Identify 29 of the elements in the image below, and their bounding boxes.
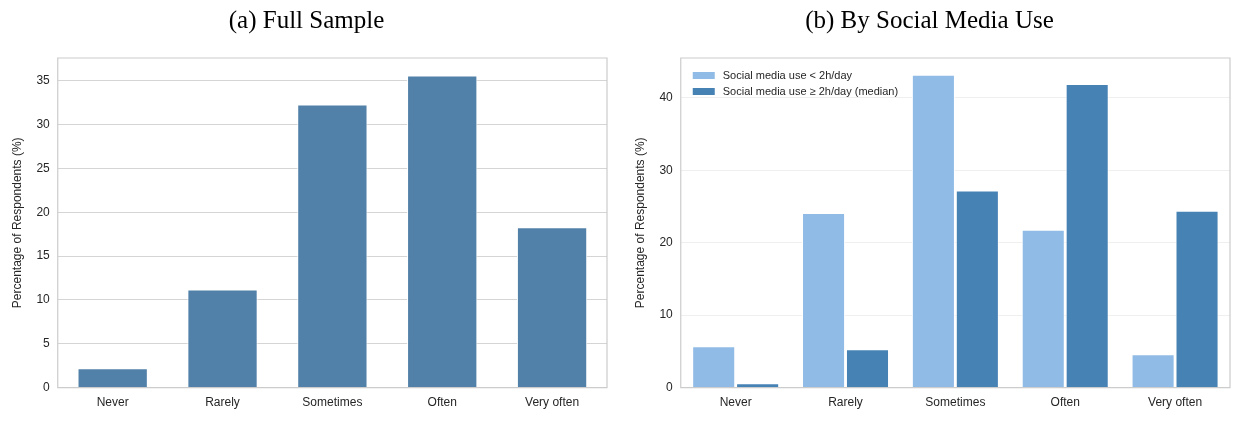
x-tick-label: Often [427, 395, 457, 410]
y-tick-label: 10 [659, 307, 674, 322]
y-tick-label: 35 [36, 73, 51, 88]
y-tick-label: 0 [43, 379, 51, 394]
x-tick-label: Rarely [828, 395, 863, 410]
y-tick-label: 30 [659, 162, 674, 177]
y-tick-label: 15 [36, 248, 51, 263]
y-tick-label: 25 [36, 160, 51, 175]
x-tick-label: Very often [525, 395, 580, 410]
x-tick-label: Never [96, 395, 129, 410]
y-tick-label: 5 [43, 336, 51, 351]
y-axis-title: Percentage of Respondents (%) [632, 137, 647, 309]
y-tick-label: 30 [36, 116, 51, 131]
x-tick-label: Very often [1148, 395, 1203, 410]
legend-label: Social media use ≥ 2h/day (median) [722, 84, 899, 97]
x-tick-label: Never [719, 395, 752, 410]
x-tick-label: Often [1050, 395, 1080, 410]
chart-title: (b) By Social Media Use [805, 5, 1054, 34]
y-tick-label: 40 [659, 90, 674, 105]
chart-title: (a) Full Sample [228, 5, 385, 34]
y-tick-label: 10 [36, 292, 51, 307]
x-tick-label: Sometimes [302, 395, 363, 410]
legend-label: Social media use < 2h/day [722, 68, 853, 81]
y-tick-label: 20 [659, 235, 674, 250]
y-axis-title: Percentage of Respondents (%) [9, 137, 24, 309]
y-tick-label: 20 [36, 204, 51, 219]
x-tick-label: Sometimes [925, 395, 986, 410]
y-tick-label: 0 [666, 379, 674, 394]
x-tick-label: Rarely [205, 395, 240, 410]
